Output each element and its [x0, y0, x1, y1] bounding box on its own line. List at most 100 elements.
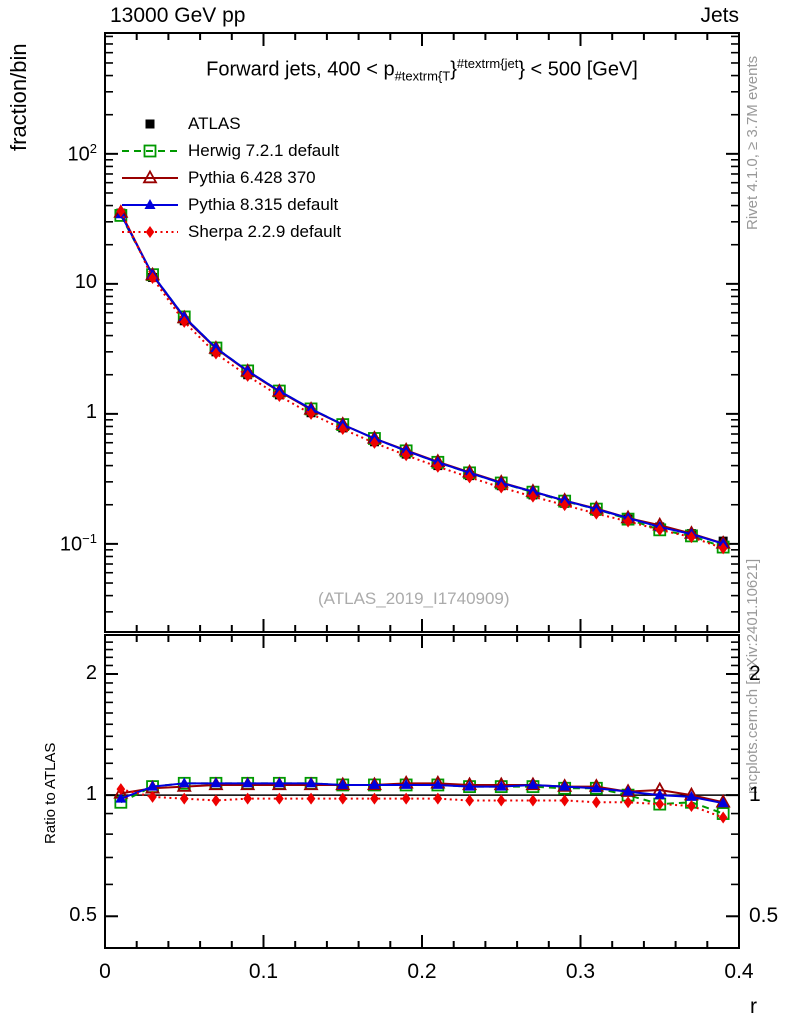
series-marker-main: [655, 523, 665, 536]
legend-item-label: Sherpa 2.2.9 default: [188, 221, 342, 241]
series-marker-main: [687, 531, 696, 544]
x-tick-label: 0: [99, 960, 111, 983]
series-line-main: [119, 210, 724, 550]
series-marker-ratio: [147, 780, 159, 791]
plot-title: Forward jets, 400 < p#textrm{T}#textrm{j…: [105, 56, 739, 84]
series-marker-ratio: [527, 778, 539, 789]
y-tick-label-ratio: 1: [85, 783, 97, 806]
series-marker-main: [527, 485, 539, 496]
series-marker-ratio: [623, 796, 633, 809]
legend-square-open-icon: [122, 144, 178, 157]
series-marker-ratio: [211, 794, 221, 807]
plot-title-brace: }: [450, 58, 457, 81]
x-tick-label: 0.1: [248, 960, 279, 983]
series-marker-ratio: [179, 792, 189, 805]
legend-item: Pythia 8.315 default: [120, 191, 341, 218]
series-line-main: [119, 213, 724, 545]
series-marker-ratio: [560, 794, 569, 807]
legend-triangle-filled-icon: [122, 198, 178, 209]
series-marker-ratio: [559, 780, 571, 791]
legend-item: Herwig 7.2.1 default: [120, 137, 341, 164]
series-marker-main: [116, 205, 126, 218]
y-tick-label-ratio-right: 2: [749, 661, 761, 685]
plot-title-superscript: #textrm{jet: [456, 56, 519, 71]
series-marker-ratio: [115, 792, 127, 803]
series-marker-main: [528, 490, 538, 503]
series-marker-ratio: [592, 796, 601, 809]
series-marker-ratio: [366, 776, 382, 791]
legend-item: ATLAS: [120, 110, 341, 137]
series-marker-ratio: [496, 794, 506, 807]
series-marker-ratio: [306, 792, 316, 805]
analysis-id-watermark: (ATLAS_2019_I1740909): [318, 589, 510, 608]
series-marker-ratio: [243, 792, 252, 805]
series-marker-ratio: [718, 811, 728, 824]
series-marker-main: [496, 481, 506, 494]
series-line-main: [119, 212, 724, 545]
series-marker-ratio: [654, 789, 666, 800]
series-marker-ratio: [338, 792, 348, 805]
series-marker-ratio: [305, 777, 317, 788]
series-marker-ratio: [655, 798, 665, 811]
series-marker-ratio: [433, 792, 443, 805]
series-marker-ratio: [685, 790, 697, 801]
series-marker-main: [370, 436, 379, 449]
series-marker-main: [338, 423, 348, 436]
series-marker-ratio: [495, 780, 507, 791]
series-marker-ratio: [525, 776, 541, 791]
legend-item-label: Herwig 7.2.1 default: [188, 140, 340, 160]
y-tick-label-ratio-right: 0.5: [749, 904, 779, 928]
series-marker-ratio: [368, 778, 380, 789]
series-marker-main: [401, 449, 411, 462]
y-axis-title-ratio: Ratio to ATLAS: [42, 742, 59, 844]
series-marker-ratio: [432, 778, 444, 789]
series-marker-ratio: [242, 777, 254, 788]
series-line-main: [119, 214, 724, 549]
series-marker-ratio: [590, 782, 602, 793]
legend-item: Pythia 6.428 370: [120, 164, 341, 191]
series-marker-ratio: [116, 783, 126, 796]
series-marker-ratio: [717, 797, 729, 808]
y-tick-label-main: 10: [74, 270, 97, 293]
legend-diamond-filled-icon: [122, 225, 178, 238]
header-analysis-group: Jets: [700, 4, 739, 27]
series-marker-main: [211, 347, 221, 360]
series-marker-ratio: [400, 778, 412, 789]
x-tick-label: 0.3: [565, 960, 596, 983]
series-marker-ratio: [687, 799, 696, 812]
y-tick-label-ratio: 2: [85, 661, 97, 684]
series-marker-main: [592, 507, 601, 520]
series-marker-ratio: [210, 777, 222, 788]
y-tick-label-main: 1: [85, 400, 97, 423]
series-marker-ratio: [528, 794, 538, 807]
series-marker-ratio: [337, 778, 349, 789]
legend-item-label: Pythia 6.428 370: [188, 167, 316, 187]
y-tick-label-main: 102: [67, 140, 97, 166]
series-marker-main: [465, 471, 474, 484]
series-marker-ratio: [273, 777, 285, 788]
series-marker-main: [275, 390, 284, 403]
series-line-ratio: [120, 782, 724, 805]
series-marker-main: [179, 315, 189, 328]
series-marker-main: [148, 272, 157, 285]
x-axis-title: r: [750, 995, 757, 1018]
series-marker-ratio: [465, 794, 474, 807]
x-tick-label: 0.2: [407, 960, 437, 983]
y-tick-label-main: 10−1: [59, 530, 97, 556]
legend-square-filled-icon: [145, 119, 155, 128]
plot-title-text: Forward jets, 400 < p: [206, 58, 395, 81]
series-marker-main: [560, 499, 569, 512]
series-marker-ratio: [401, 792, 411, 805]
series-marker-ratio: [370, 792, 379, 805]
legend-triangle-open-icon: [122, 169, 178, 183]
series-marker-main: [433, 460, 443, 473]
series-marker-main: [718, 542, 728, 555]
series-marker-ratio: [622, 785, 634, 796]
series-marker-main: [623, 515, 633, 528]
series-marker-main: [243, 369, 252, 382]
y-axis-title-main: fraction/bin: [6, 43, 31, 152]
series-marker-ratio: [275, 792, 284, 805]
plot-title-subscript: #textrm{T: [394, 68, 451, 84]
